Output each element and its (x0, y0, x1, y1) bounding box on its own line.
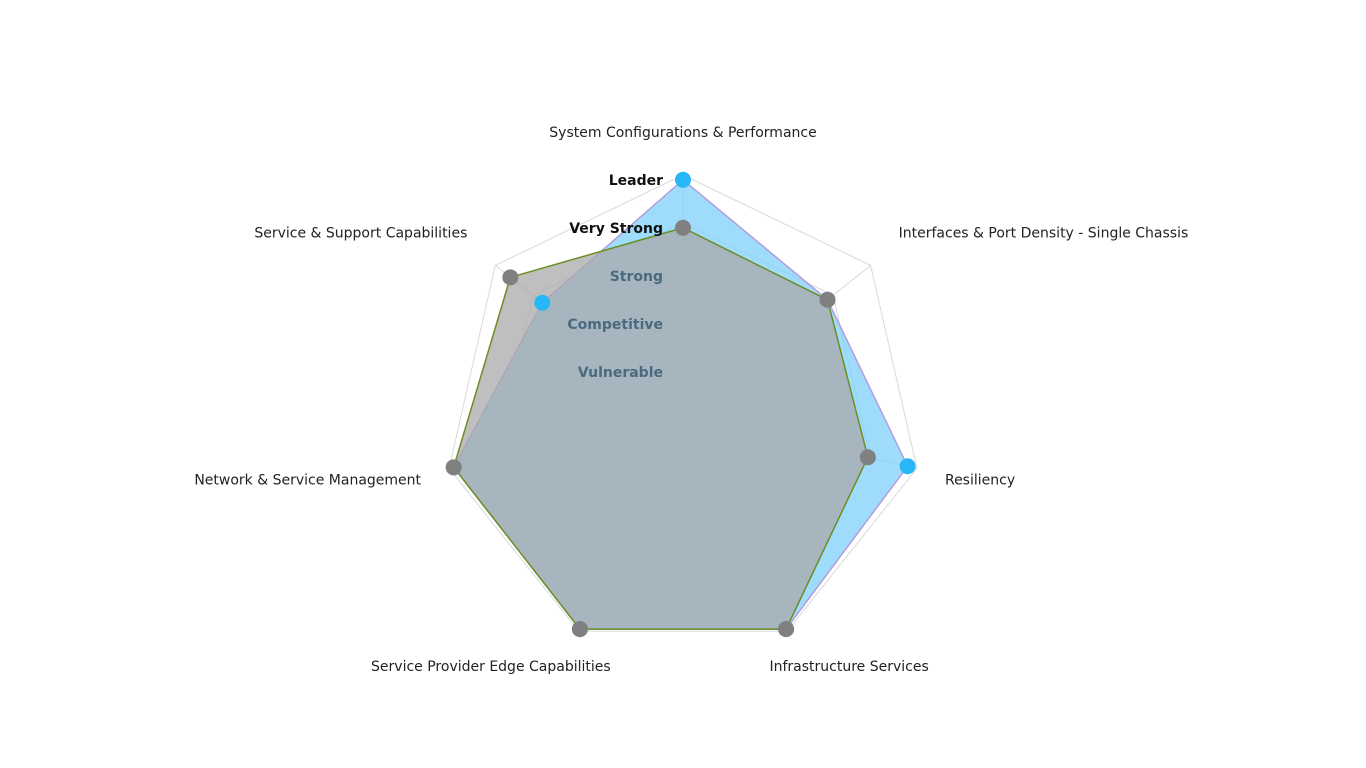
level-label: Leader (609, 173, 663, 189)
series-layer (445, 171, 916, 638)
series-1-point[interactable] (675, 171, 691, 188)
series-2-point[interactable] (819, 291, 836, 308)
series-2-area (452, 226, 869, 630)
series-2-point[interactable] (675, 219, 691, 236)
grid-ring-5 (448, 174, 918, 632)
series-2-point[interactable] (571, 621, 588, 638)
series-2-point[interactable] (445, 459, 462, 476)
axis-label: System Configurations & Performance (549, 125, 816, 141)
series-2-point[interactable] (778, 621, 795, 638)
axis-label: Resiliency (945, 472, 1015, 488)
level-label: Very Strong (569, 221, 663, 237)
series-2-point[interactable] (502, 269, 519, 286)
series-1-point[interactable] (534, 294, 551, 311)
axis-label: Service Provider Edge Capabilities (371, 659, 611, 675)
level-labels: Vulnerable Competitive Strong Very Strong Le… (567, 173, 663, 381)
level-label: Competitive (567, 317, 663, 333)
axis-label: Service & Support Capabilities (254, 225, 467, 241)
axis-labels: System Configurations & Performance Inter… (194, 125, 1188, 675)
series-2-point[interactable] (859, 449, 876, 466)
series-1-point[interactable] (899, 458, 916, 475)
axis-label: Infrastructure Services (769, 659, 928, 675)
level-label: Strong (610, 269, 663, 285)
level-label: Vulnerable (578, 365, 663, 381)
axis-label: Interfaces & Port Density - Single Chass… (899, 225, 1189, 241)
axis-label: Network & Service Management (194, 472, 421, 488)
